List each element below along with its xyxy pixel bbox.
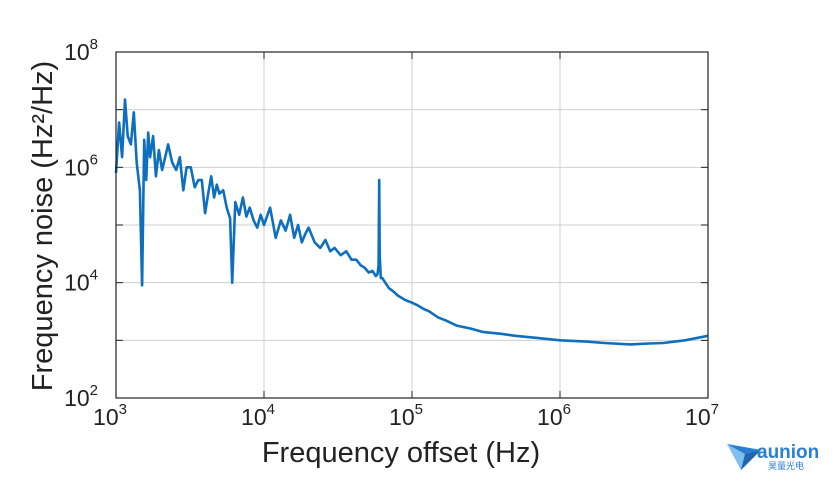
ticks: [115, 51, 709, 399]
y-tick-label: 102: [64, 382, 98, 411]
series-layer: [114, 98, 709, 346]
y-tick-label: 108: [64, 36, 98, 65]
x-tick-label: 103: [93, 401, 127, 430]
noise-series-line: [114, 98, 709, 346]
paper-plane-icon: [727, 444, 761, 470]
brand-logo: aunion 昊量光电: [727, 442, 819, 471]
y-tick-label: 104: [64, 267, 98, 296]
x-tick-label: 106: [537, 401, 571, 430]
x-tick-label: 104: [241, 401, 275, 430]
grid: [116, 52, 708, 398]
logo-name: aunion: [757, 442, 819, 463]
y-tick-label: 106: [64, 151, 98, 180]
y-axis-label: Frequency noise (Hz²/Hz): [27, 61, 59, 391]
logo-subtitle: 昊量光电: [768, 460, 804, 471]
x-axis-label: Frequency offset (Hz): [262, 437, 540, 469]
tick-labels: 103 104 105 106 107 102 104 106 108: [64, 36, 719, 430]
x-tick-label: 107: [685, 401, 719, 430]
x-tick-label: 105: [389, 401, 423, 430]
